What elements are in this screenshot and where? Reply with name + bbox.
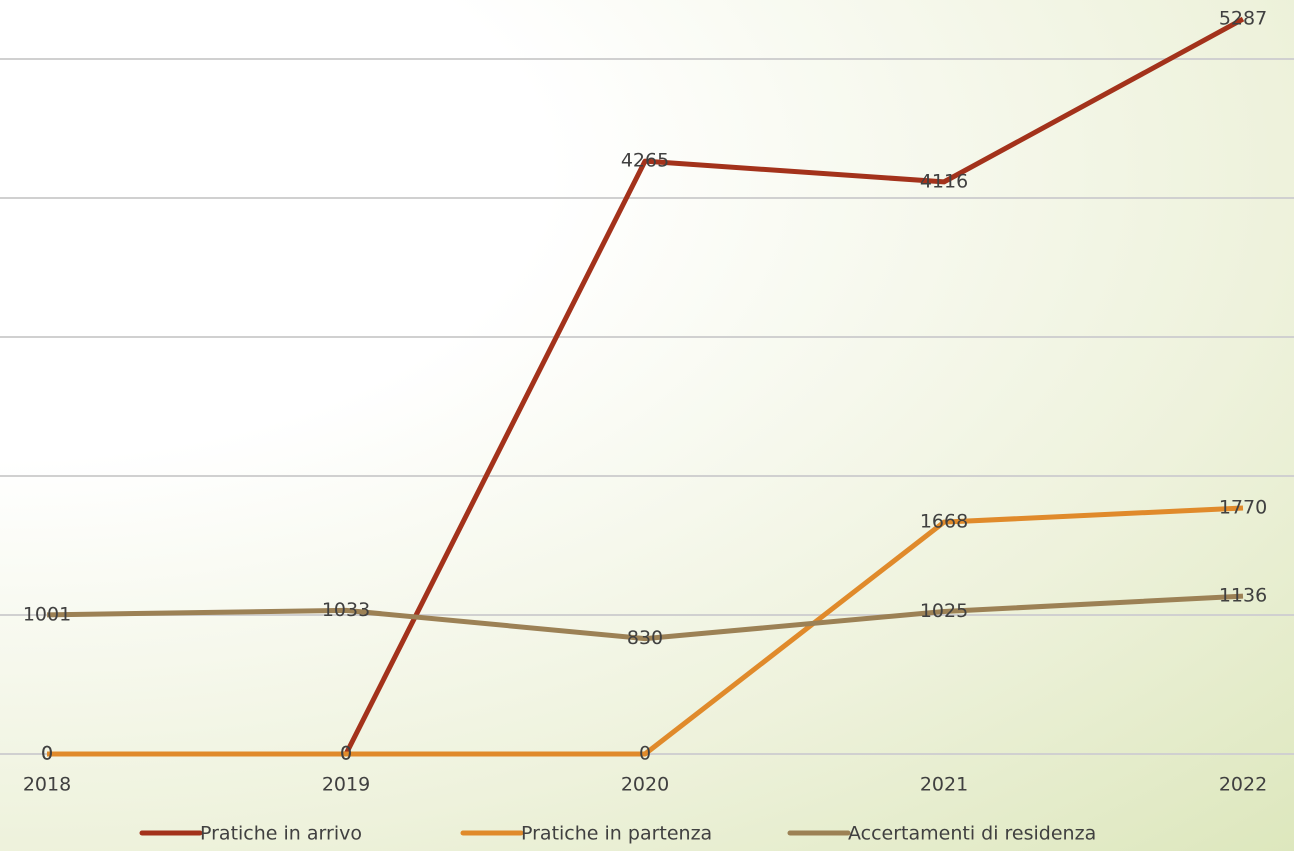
data-label: 830 (627, 627, 663, 649)
data-label: 0 (639, 743, 651, 765)
legend-label: Accertamenti di residenza (848, 823, 1096, 845)
series-line (47, 505, 1244, 757)
data-label: 0 (41, 743, 53, 765)
series-line (46, 593, 1244, 642)
data-label: 0 (340, 743, 352, 765)
legend-label: Pratiche in partenza (521, 823, 712, 845)
data-label: 1001 (23, 603, 71, 625)
x-tick-label: 2018 (23, 774, 71, 796)
data-label: 0 (41, 743, 53, 765)
data-label: 1770 (1219, 496, 1267, 518)
data-label: 4265 (621, 150, 669, 172)
data-label: 1025 (920, 600, 968, 622)
data-label: 5287 (1219, 8, 1267, 30)
data-label: 1136 (1219, 585, 1267, 607)
x-tick-label: 2020 (621, 774, 669, 796)
x-tick-label: 2021 (920, 774, 968, 796)
data-label: 1668 (920, 511, 968, 533)
legend-label: Pratiche in arrivo (200, 823, 362, 845)
data-label: 0 (340, 743, 352, 765)
data-label: 1033 (322, 599, 370, 621)
x-tick-label: 2022 (1219, 774, 1267, 796)
x-tick-label: 2019 (322, 774, 370, 796)
data-label: 4116 (920, 170, 968, 192)
